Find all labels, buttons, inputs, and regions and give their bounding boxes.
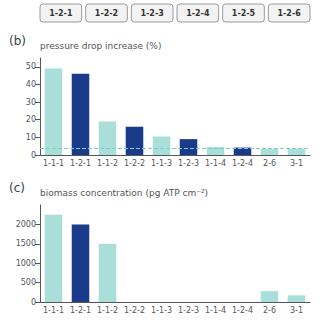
svg-text:1-2-6: 1-2-6 bbox=[277, 9, 301, 18]
svg-text:1-1-1: 1-1-1 bbox=[43, 306, 64, 315]
svg-text:1-1-1: 1-1-1 bbox=[43, 159, 64, 168]
svg-text:1-2-2: 1-2-2 bbox=[124, 159, 145, 168]
svg-text:3-1: 3-1 bbox=[290, 306, 303, 315]
svg-text:10: 10 bbox=[26, 133, 36, 142]
svg-text:1-2-2: 1-2-2 bbox=[124, 306, 145, 315]
svg-text:0: 0 bbox=[31, 298, 36, 307]
svg-text:1-1-4: 1-1-4 bbox=[205, 159, 226, 168]
svg-text:(b): (b) bbox=[9, 34, 26, 48]
svg-text:3-1: 3-1 bbox=[290, 159, 303, 168]
svg-text:1-1-4: 1-1-4 bbox=[205, 306, 226, 315]
svg-text:2-6: 2-6 bbox=[263, 306, 276, 315]
svg-text:1-2-4: 1-2-4 bbox=[232, 159, 253, 168]
svg-text:1-2-2: 1-2-2 bbox=[95, 9, 118, 18]
svg-text:0: 0 bbox=[31, 151, 36, 160]
svg-text:1-1-3: 1-1-3 bbox=[151, 306, 172, 315]
svg-text:1-2-3: 1-2-3 bbox=[178, 159, 199, 168]
svg-text:1-1-2: 1-1-2 bbox=[97, 306, 118, 315]
svg-text:1-2-1: 1-2-1 bbox=[70, 159, 91, 168]
svg-text:2000: 2000 bbox=[16, 220, 36, 229]
svg-text:2-6: 2-6 bbox=[263, 159, 276, 168]
svg-text:1-2-4: 1-2-4 bbox=[186, 9, 210, 18]
svg-text:1500: 1500 bbox=[16, 239, 36, 248]
svg-text:1-1-3: 1-1-3 bbox=[151, 159, 172, 168]
svg-text:1000: 1000 bbox=[16, 259, 36, 268]
svg-text:1-2-1: 1-2-1 bbox=[70, 306, 91, 315]
svg-text:1-1-2: 1-1-2 bbox=[97, 159, 118, 168]
svg-text:50: 50 bbox=[26, 62, 36, 71]
svg-text:1-2-3: 1-2-3 bbox=[178, 306, 199, 315]
svg-text:biomass concentration (pg ATP: biomass concentration (pg ATP cm⁻²) bbox=[40, 188, 208, 198]
svg-text:1-2-4: 1-2-4 bbox=[232, 306, 253, 315]
svg-text:1-2-1: 1-2-1 bbox=[49, 9, 73, 18]
svg-text:1-2-3: 1-2-3 bbox=[140, 9, 163, 18]
svg-text:pressure drop increase (%): pressure drop increase (%) bbox=[40, 41, 161, 51]
svg-text:500: 500 bbox=[21, 278, 36, 287]
svg-text:(c): (c) bbox=[9, 181, 25, 195]
svg-text:30: 30 bbox=[26, 98, 36, 107]
svg-text:20: 20 bbox=[26, 115, 36, 124]
svg-text:1-2-5: 1-2-5 bbox=[232, 9, 256, 18]
svg-text:40: 40 bbox=[26, 80, 36, 89]
